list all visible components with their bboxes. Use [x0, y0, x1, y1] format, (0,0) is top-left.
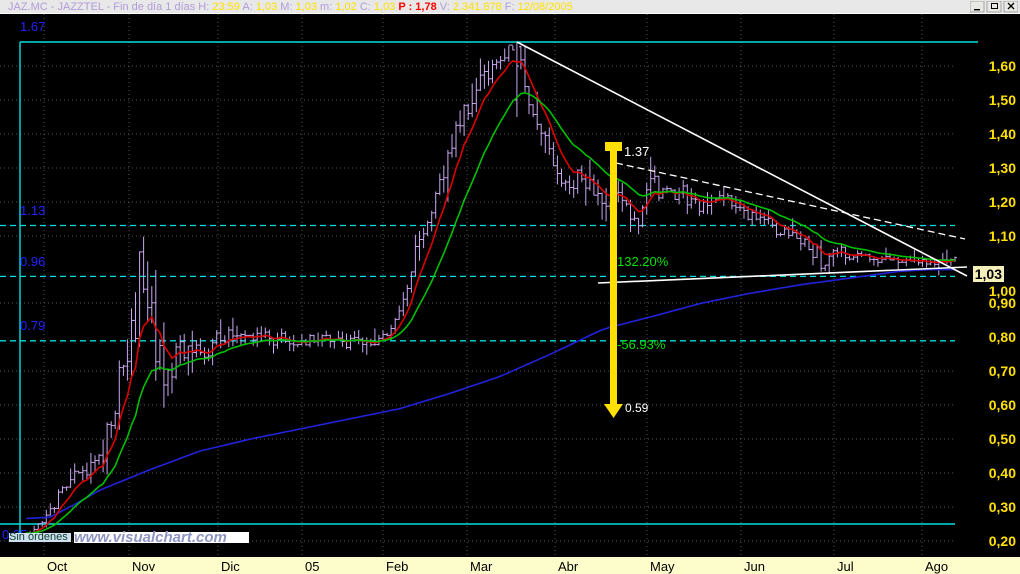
- svg-text:1.37: 1.37: [624, 144, 649, 159]
- svg-text:0.59: 0.59: [625, 401, 649, 415]
- svg-text:132.20%: 132.20%: [617, 254, 669, 269]
- svg-text:-56.93%: -56.93%: [617, 337, 666, 352]
